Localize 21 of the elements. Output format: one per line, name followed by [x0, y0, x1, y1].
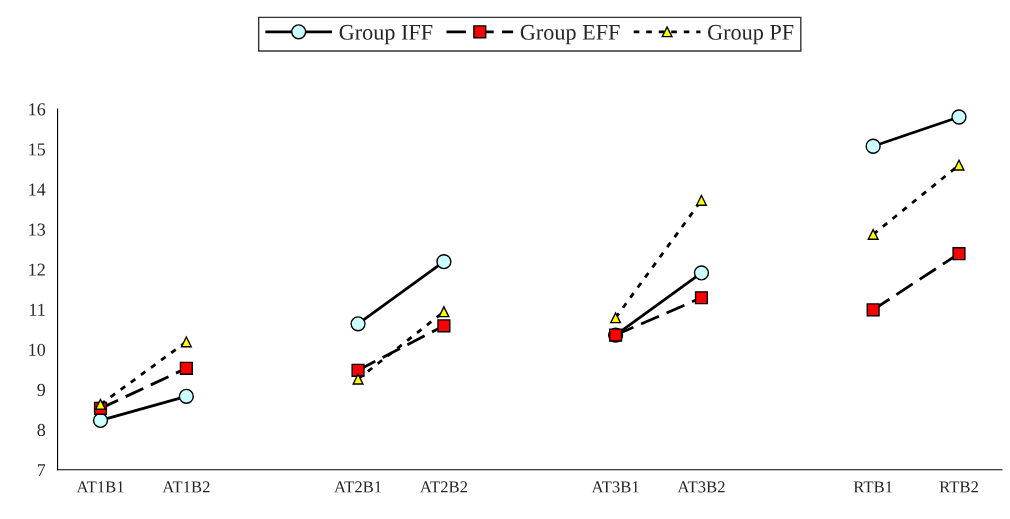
y-tick-label: 11: [29, 303, 45, 316]
legend-label: Group PF: [708, 24, 794, 45]
y-tick-label: 13: [29, 223, 46, 236]
y-tick-label: 16: [29, 103, 46, 116]
legend-label: Group EFF: [520, 24, 620, 45]
y-tick-label: 7: [37, 464, 46, 476]
x-tick-label: RTB2: [939, 481, 978, 493]
y-tick-label: 8: [37, 423, 46, 437]
y-tick-label: 12: [29, 263, 45, 276]
y-tick-label: 9: [37, 383, 46, 396]
y-tick-label: 14: [29, 183, 46, 196]
legend-label: Group IFF: [339, 24, 433, 45]
x-tick-label: AT1B1: [76, 481, 124, 493]
x-tick-label: RTB1: [853, 481, 893, 493]
x-tick-label: AT2B1: [334, 481, 382, 493]
x-tick-label: AT3B1: [591, 481, 639, 493]
y-tick-label: 10: [29, 343, 46, 356]
x-tick-label: AT3B2: [677, 481, 725, 493]
y-tick-label: 15: [29, 143, 46, 156]
x-tick-label: AT1B2: [162, 481, 210, 493]
x-tick-label: AT2B2: [419, 481, 468, 493]
